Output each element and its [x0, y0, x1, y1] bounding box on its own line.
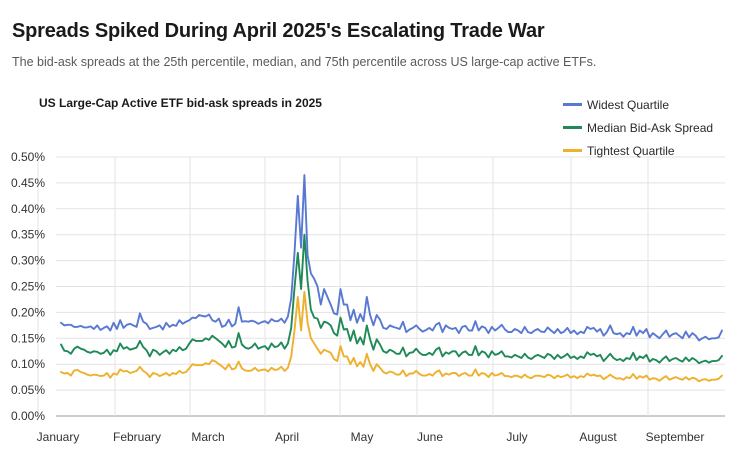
legend-item-tightest-quartile: Tightest Quartile — [563, 139, 713, 162]
legend-item-median-spread: Median Bid-Ask Spread — [563, 116, 713, 139]
x-tick-label: June — [417, 430, 443, 444]
y-tick-label: 0.30% — [11, 254, 45, 268]
y-tick-label: 0.00% — [11, 409, 45, 423]
legend-label-widest-quartile: Widest Quartile — [587, 97, 670, 112]
y-tick-label: 0.35% — [11, 228, 45, 242]
x-tick-label: January — [37, 430, 80, 444]
x-tick-label: July — [506, 430, 527, 444]
y-tick-label: 0.15% — [11, 331, 45, 345]
y-tick-label: 0.50% — [11, 150, 45, 164]
chart-grid — [37, 156, 725, 417]
x-tick-label: April — [275, 430, 299, 444]
chart-title: US Large-Cap Active ETF bid-ask spreads … — [39, 96, 322, 110]
x-tick-label: September — [646, 430, 705, 444]
x-axis-ticks: January February March April May June July Augu… — [37, 430, 705, 444]
y-tick-label: 0.40% — [11, 202, 45, 216]
page-title: Spreads Spiked During April 2025's Escal… — [12, 20, 545, 42]
x-tick-label: May — [351, 430, 374, 444]
y-tick-label: 0.05% — [11, 383, 45, 397]
legend-swatch-widest-quartile — [563, 103, 582, 106]
x-tick-label: August — [579, 430, 617, 444]
x-tick-label: March — [191, 430, 224, 444]
y-tick-label: 0.10% — [11, 357, 45, 371]
y-tick-label: 0.45% — [11, 176, 45, 190]
series-line-widest-quartile — [60, 174, 723, 342]
y-axis-ticks: 0.00% 0.05% 0.10% 0.15% 0.20% 0.25% 0.30% 0.35%… — [11, 150, 45, 423]
legend-swatch-median-spread — [563, 126, 582, 129]
series-line-median-spread — [60, 233, 723, 365]
chart-series — [60, 174, 723, 383]
legend-label-median-spread: Median Bid-Ask Spread — [587, 120, 714, 135]
legend-swatch-tightest-quartile — [563, 149, 582, 152]
series-line-tightest-quartile — [60, 290, 723, 383]
y-tick-label: 0.25% — [11, 280, 45, 294]
legend-item-widest-quartile: Widest Quartile — [563, 93, 713, 116]
legend-label-tightest-quartile: Tightest Quartile — [587, 143, 675, 158]
x-tick-label: February — [113, 430, 161, 444]
y-tick-label: 0.20% — [11, 305, 45, 319]
chart-legend: Widest Quartile Median Bid-Ask Spread Ti… — [563, 93, 713, 162]
page-subtitle: The bid-ask spreads at the 25th percenti… — [12, 55, 597, 69]
